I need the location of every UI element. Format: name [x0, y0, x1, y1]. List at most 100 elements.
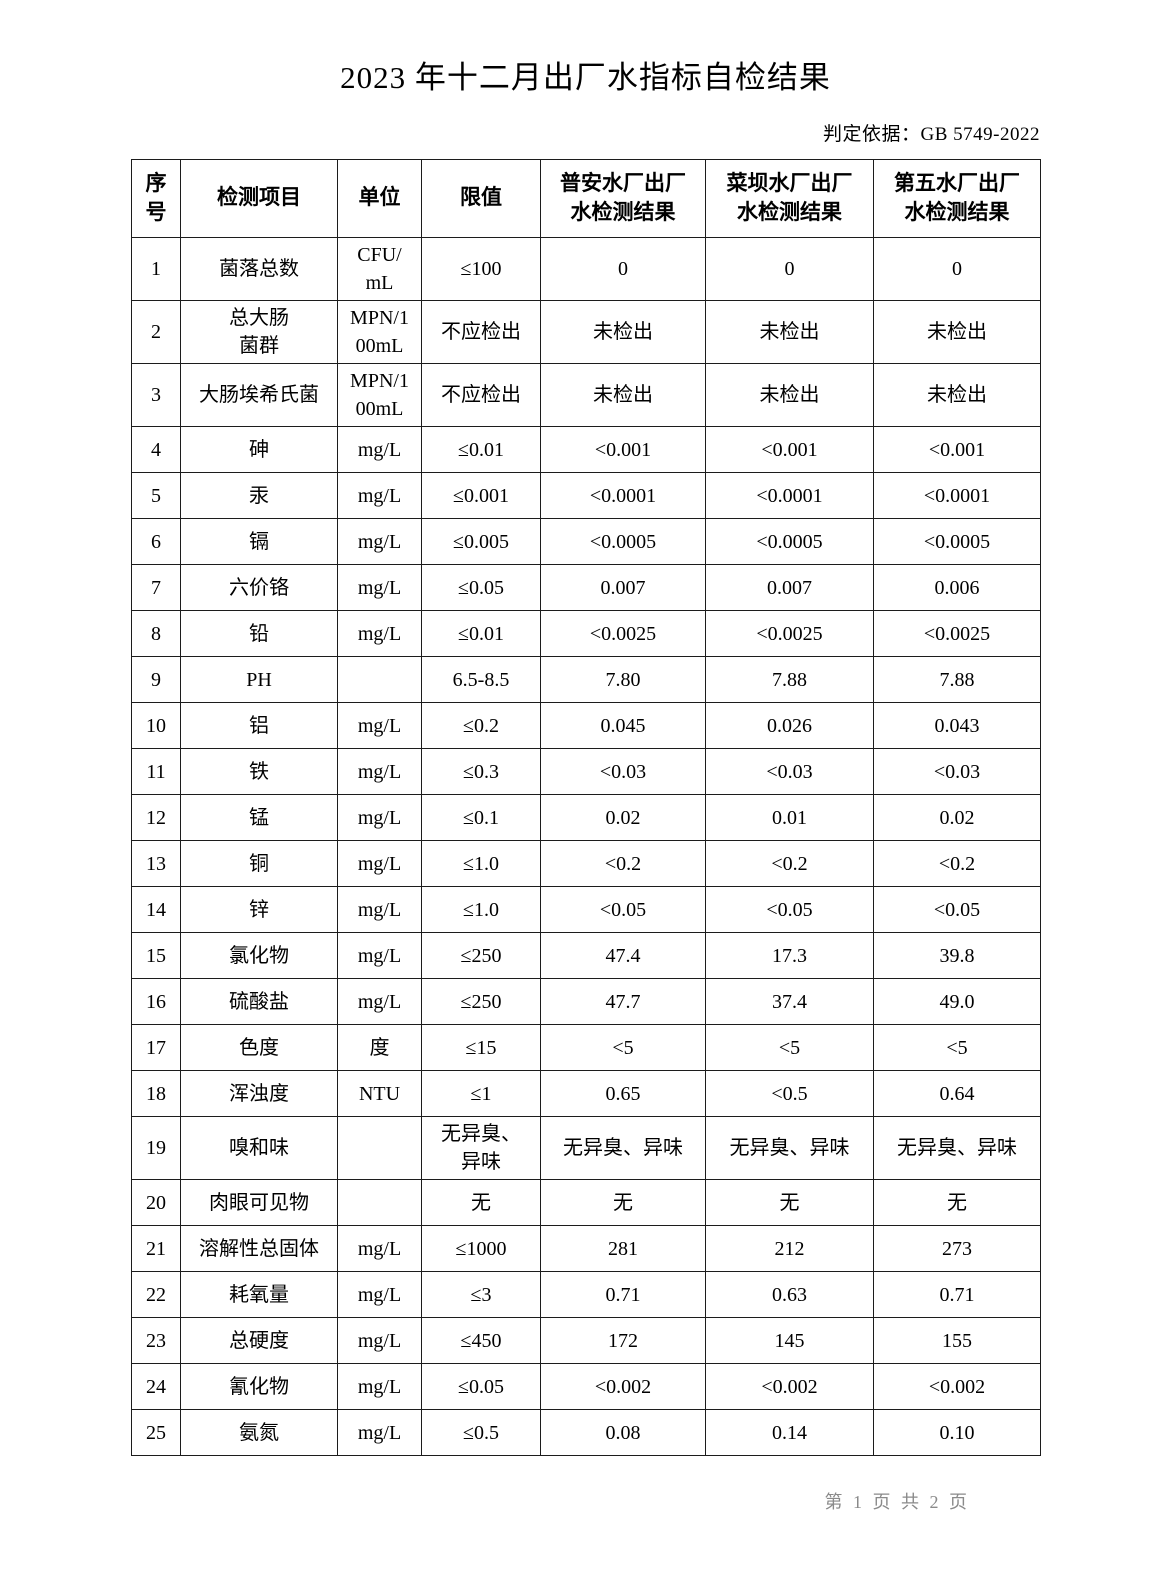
cell-fifth-result: 无异臭、异味: [873, 1116, 1041, 1180]
header-unit: 单位: [337, 159, 422, 238]
cell-serial-number: 16: [131, 978, 181, 1025]
cell-unit: mg/L: [337, 1271, 422, 1318]
cell-limit: ≤1.0: [421, 886, 541, 933]
cell-test-item: PH: [180, 656, 338, 703]
cell-serial-number: 3: [131, 363, 181, 427]
cell-fifth-result: <0.001: [873, 426, 1041, 473]
cell-test-item: 铜: [180, 840, 338, 887]
cell-serial-number: 1: [131, 237, 181, 301]
table-row: 21 溶解性总固体 mg/L ≤1000 281 212 273: [131, 1225, 1041, 1272]
cell-puan-result: <5: [540, 1024, 706, 1071]
cell-unit: mg/L: [337, 472, 422, 519]
table-row: 23 总硬度 mg/L ≤450 172 145 155: [131, 1317, 1041, 1364]
cell-limit: ≤1: [421, 1070, 541, 1117]
cell-fifth-result: <0.0025: [873, 610, 1041, 657]
judgment-basis-text: 判定依据：GB 5749-2022: [823, 124, 1040, 145]
cell-limit: ≤0.05: [421, 564, 541, 611]
cell-fifth-result: <0.2: [873, 840, 1041, 887]
cell-fifth-result: 无: [873, 1179, 1041, 1226]
cell-serial-number: 15: [131, 932, 181, 979]
cell-limit: ≤0.5: [421, 1409, 541, 1456]
cell-fifth-result: 7.88: [873, 656, 1041, 703]
cell-puan-result: 0.71: [540, 1271, 706, 1318]
cell-caiba-result: 0.63: [705, 1271, 874, 1318]
cell-caiba-result: 145: [705, 1317, 874, 1364]
cell-test-item: 铝: [180, 702, 338, 749]
cell-caiba-result: 无: [705, 1179, 874, 1226]
table-row: 11 铁 mg/L ≤0.3 <0.03 <0.03 <0.03: [131, 748, 1041, 795]
header-fifth-plant-result: 第五水厂出厂 水检测结果: [873, 159, 1041, 238]
cell-unit: mg/L: [337, 610, 422, 657]
cell-test-item: 锰: [180, 794, 338, 841]
cell-limit: ≤1000: [421, 1225, 541, 1272]
cell-serial-number: 22: [131, 1271, 181, 1318]
cell-puan-result: 未检出: [540, 300, 706, 364]
cell-test-item: 总硬度: [180, 1317, 338, 1364]
cell-serial-number: 11: [131, 748, 181, 795]
cell-test-item: 溶解性总固体: [180, 1225, 338, 1272]
cell-fifth-result: <0.03: [873, 748, 1041, 795]
cell-limit: ≤0.01: [421, 426, 541, 473]
cell-puan-result: 47.4: [540, 932, 706, 979]
cell-puan-result: 172: [540, 1317, 706, 1364]
table-row: 8 铅 mg/L ≤0.01 <0.0025 <0.0025 <0.0025: [131, 610, 1041, 657]
cell-caiba-result: <0.002: [705, 1363, 874, 1410]
cell-serial-number: 6: [131, 518, 181, 565]
cell-serial-number: 19: [131, 1116, 181, 1180]
table-row: 12 锰 mg/L ≤0.1 0.02 0.01 0.02: [131, 794, 1041, 841]
header-serial-number: 序 号: [131, 159, 181, 238]
cell-test-item: 六价铬: [180, 564, 338, 611]
cell-caiba-result: 未检出: [705, 363, 874, 427]
cell-test-item: 氨氮: [180, 1409, 338, 1456]
cell-limit: ≤3: [421, 1271, 541, 1318]
cell-serial-number: 20: [131, 1179, 181, 1226]
cell-test-item: 氰化物: [180, 1363, 338, 1410]
cell-test-item: 总大肠 菌群: [180, 300, 338, 364]
header-limit: 限值: [421, 159, 541, 238]
cell-fifth-result: 273: [873, 1225, 1041, 1272]
table-body: 1 菌落总数 CFU/ mL ≤100 0 0 0 2 总大肠 菌群 MPN/1 00mL 不应检出…: [131, 237, 1041, 1456]
page-title: 2023 年十二月出厂水指标自检结果: [340, 60, 831, 95]
cell-puan-result: <0.05: [540, 886, 706, 933]
cell-caiba-result: <0.0005: [705, 518, 874, 565]
cell-puan-result: 47.7: [540, 978, 706, 1025]
cell-unit: mg/L: [337, 886, 422, 933]
cell-unit: mg/L: [337, 840, 422, 887]
table-row: 24 氰化物 mg/L ≤0.05 <0.002 <0.002 <0.002: [131, 1363, 1041, 1410]
cell-limit: 无异臭、 异味: [421, 1116, 541, 1180]
cell-puan-result: <0.0025: [540, 610, 706, 657]
cell-unit: NTU: [337, 1070, 422, 1117]
cell-puan-result: 0.007: [540, 564, 706, 611]
cell-limit: ≤0.2: [421, 702, 541, 749]
cell-test-item: 肉眼可见物: [180, 1179, 338, 1226]
cell-unit: mg/L: [337, 794, 422, 841]
header-test-item: 检测项目: [180, 159, 338, 238]
cell-limit: ≤250: [421, 932, 541, 979]
table-row: 10 铝 mg/L ≤0.2 0.045 0.026 0.043: [131, 702, 1041, 749]
table-row: 16 硫酸盐 mg/L ≤250 47.7 37.4 49.0: [131, 978, 1041, 1025]
cell-puan-result: <0.2: [540, 840, 706, 887]
cell-unit: mg/L: [337, 564, 422, 611]
cell-fifth-result: 未检出: [873, 300, 1041, 364]
cell-unit: [337, 1179, 422, 1226]
cell-test-item: 色度: [180, 1024, 338, 1071]
cell-limit: ≤0.05: [421, 1363, 541, 1410]
cell-test-item: 氯化物: [180, 932, 338, 979]
cell-unit: 度: [337, 1024, 422, 1071]
cell-test-item: 菌落总数: [180, 237, 338, 301]
cell-caiba-result: 17.3: [705, 932, 874, 979]
cell-puan-result: <0.002: [540, 1363, 706, 1410]
cell-fifth-result: 155: [873, 1317, 1041, 1364]
cell-caiba-result: 37.4: [705, 978, 874, 1025]
table-row: 18 浑浊度 NTU ≤1 0.65 <0.5 0.64: [131, 1070, 1041, 1117]
cell-limit: ≤0.001: [421, 472, 541, 519]
cell-fifth-result: 49.0: [873, 978, 1041, 1025]
cell-fifth-result: <0.002: [873, 1363, 1041, 1410]
cell-test-item: 硫酸盐: [180, 978, 338, 1025]
cell-caiba-result: 无异臭、异味: [705, 1116, 874, 1180]
table-row: 5 汞 mg/L ≤0.001 <0.0001 <0.0001 <0.0001: [131, 472, 1041, 519]
cell-limit: 6.5-8.5: [421, 656, 541, 703]
cell-serial-number: 18: [131, 1070, 181, 1117]
cell-fifth-result: <0.0005: [873, 518, 1041, 565]
cell-serial-number: 5: [131, 472, 181, 519]
